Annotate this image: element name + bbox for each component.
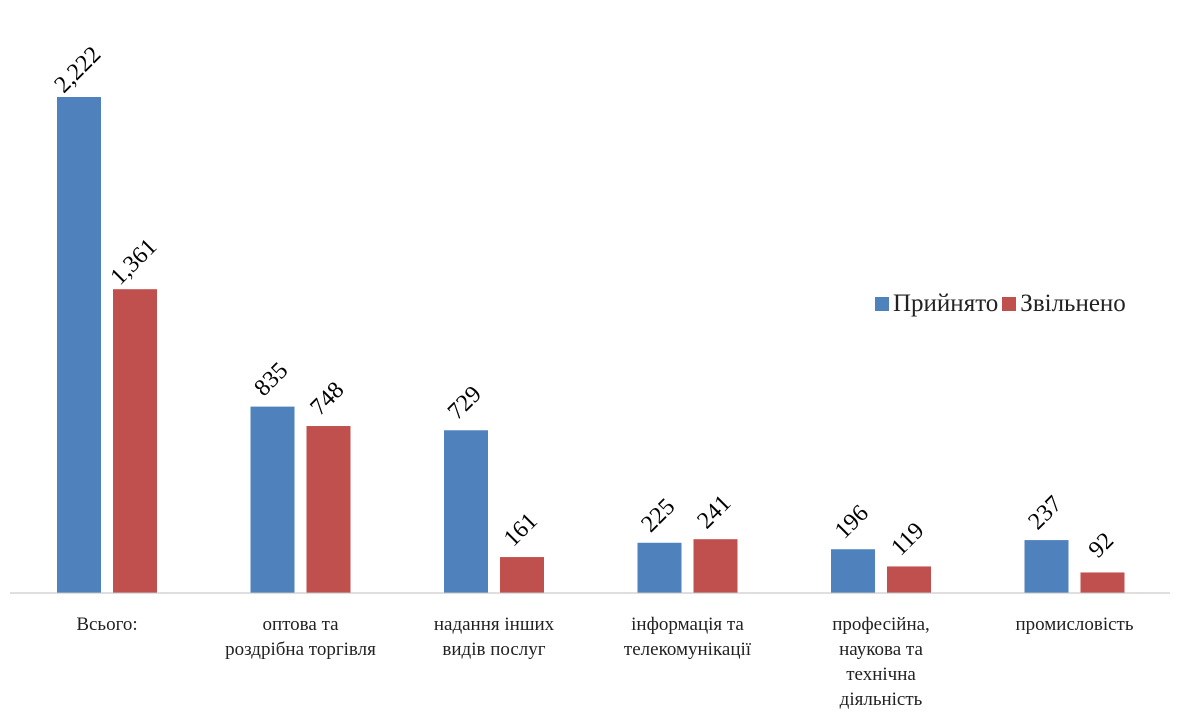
bar-s1-c5 bbox=[831, 549, 875, 593]
category-label-5-line-1: професійна, bbox=[832, 614, 930, 635]
category-label-5-line-3: технічна bbox=[846, 664, 916, 685]
category-label-1-line-1: Всього: bbox=[76, 614, 137, 635]
legend-swatch-series-1 bbox=[875, 297, 889, 311]
category-labels-group: Всього: оптова та роздрібна торгівля наданн… bbox=[76, 614, 1134, 710]
data-label-s2-c2: 748 bbox=[306, 377, 350, 421]
data-label-s2-c4: 241 bbox=[693, 490, 737, 534]
data-label-s2-c6: 92 bbox=[1084, 528, 1119, 563]
category-label-5-line-2: наукова та bbox=[839, 639, 923, 660]
data-label-s2-c1: 1,361 bbox=[106, 234, 163, 291]
legend-label-series-2: Звільнено bbox=[1020, 290, 1126, 317]
bar-s2-c6 bbox=[1080, 572, 1125, 593]
legend-item-series-1: Прийнято bbox=[875, 290, 998, 318]
data-label-s1-c2: 835 bbox=[250, 358, 294, 402]
bar-s2-c4 bbox=[693, 539, 738, 593]
category-label-3-line-2: видів послуг bbox=[442, 639, 545, 660]
bar-s2-c1 bbox=[113, 289, 157, 593]
data-label-s1-c4: 225 bbox=[637, 494, 681, 538]
bar-s1-c3 bbox=[444, 430, 488, 593]
category-label-4-line-1: інформація та bbox=[631, 614, 744, 635]
bar-s1-c1 bbox=[57, 97, 101, 593]
category-label-3-line-1: надання інших bbox=[434, 614, 555, 635]
data-label-s1-c3: 729 bbox=[443, 381, 487, 425]
bar-s1-c2 bbox=[250, 406, 295, 593]
legend-item-series-2: Звільнено bbox=[1002, 290, 1126, 318]
bar-s1-c4 bbox=[637, 542, 682, 593]
data-label-s2-c3: 161 bbox=[499, 508, 543, 552]
data-label-s2-c5: 119 bbox=[886, 518, 929, 561]
bar-s2-c5 bbox=[887, 566, 931, 593]
category-label-2-line-1: оптова та bbox=[262, 614, 339, 635]
category-label-4-line-2: телекомунікації bbox=[624, 639, 752, 660]
category-label-2-line-2: роздрібна торгівля bbox=[225, 639, 376, 660]
bar-s2-c3 bbox=[500, 557, 544, 593]
category-label-5-line-4: діяльність bbox=[840, 689, 923, 710]
legend: Прийнято Звільнено bbox=[875, 290, 1130, 318]
bar-s2-c2 bbox=[306, 426, 351, 593]
bars-group bbox=[57, 97, 1125, 593]
data-label-s1-c5: 196 bbox=[830, 500, 874, 544]
data-label-s1-c1: 2,222 bbox=[50, 42, 107, 99]
category-label-6-line-1: промисловість bbox=[1015, 614, 1133, 635]
legend-swatch-series-2 bbox=[1002, 297, 1017, 311]
legend-label-series-1: Прийнято bbox=[893, 290, 999, 317]
bar-s1-c6 bbox=[1024, 540, 1069, 593]
data-label-s1-c6: 237 bbox=[1024, 491, 1068, 535]
